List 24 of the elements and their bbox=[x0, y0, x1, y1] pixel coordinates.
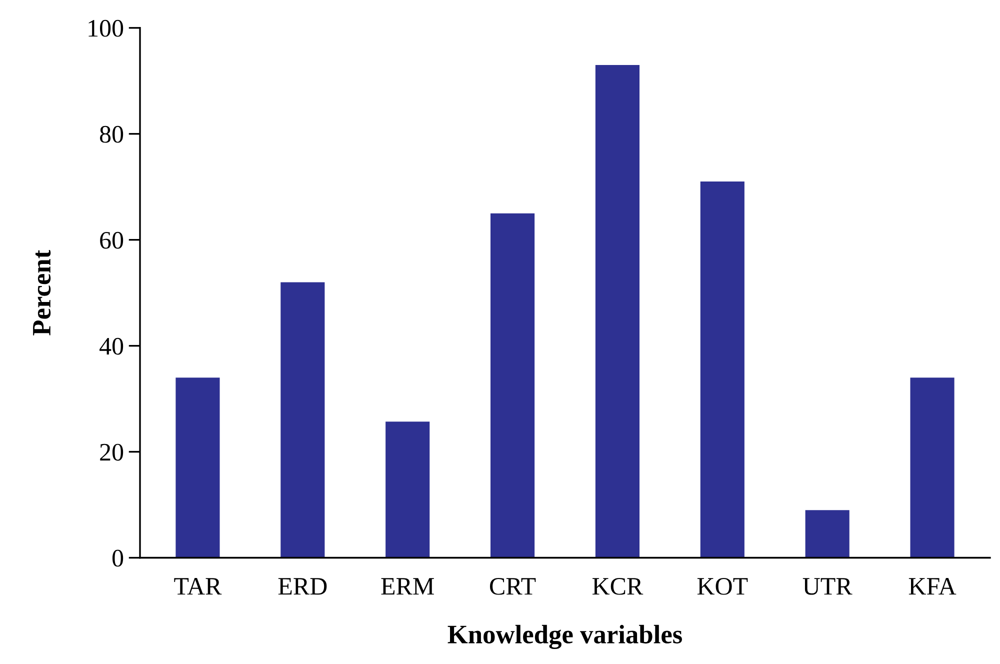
bar bbox=[805, 510, 850, 558]
x-tick-label: KOT bbox=[697, 578, 748, 595]
y-tick-label: 60 bbox=[100, 232, 124, 249]
bar bbox=[280, 282, 325, 558]
x-tick-label: KCR bbox=[592, 578, 644, 595]
y-tick-label: 100 bbox=[88, 20, 124, 37]
x-tick-label: ERM bbox=[381, 578, 434, 595]
y-tick-label: 0 bbox=[112, 550, 124, 567]
bar bbox=[490, 213, 535, 558]
x-tick-label: UTR bbox=[802, 578, 852, 595]
bar bbox=[176, 378, 220, 558]
x-tick-label: ERD bbox=[278, 578, 327, 595]
bar bbox=[700, 182, 744, 558]
y-tick-label: 20 bbox=[100, 444, 124, 461]
bar bbox=[910, 378, 954, 558]
y-axis-title: Percent bbox=[33, 250, 51, 336]
x-tick-label: KFA bbox=[908, 578, 956, 595]
bar bbox=[386, 422, 430, 558]
x-axis-title: Knowledge variables bbox=[448, 624, 682, 650]
x-tick-label: CRT bbox=[490, 578, 536, 595]
bar bbox=[595, 64, 640, 558]
y-tick-label: 40 bbox=[100, 338, 124, 355]
x-tick-label: TAR bbox=[174, 578, 222, 595]
y-tick-label: 80 bbox=[100, 126, 124, 143]
